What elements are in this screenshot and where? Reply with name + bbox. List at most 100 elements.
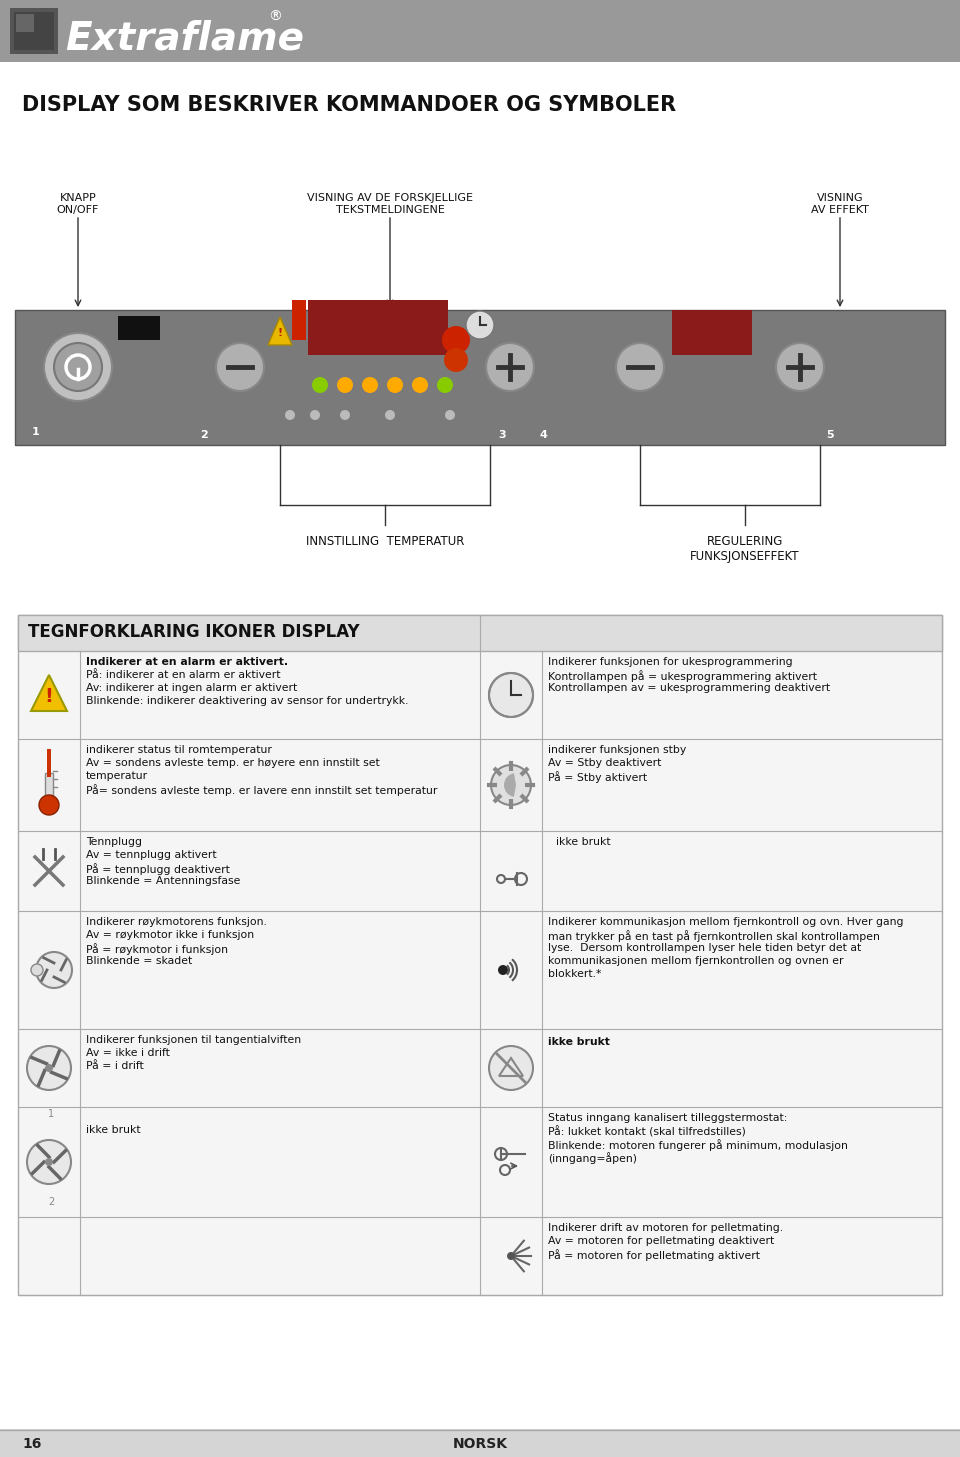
Text: blokkert.*: blokkert.* [548,969,601,979]
Text: På = motoren for pelletmating aktivert: På = motoren for pelletmating aktivert [548,1249,760,1260]
Text: Av = røykmotor ikke i funksjon: Av = røykmotor ikke i funksjon [86,930,254,940]
Bar [45,774,53,803]
Bar [118,316,160,339]
Circle shape [45,1158,53,1166]
Circle shape [310,409,320,420]
Text: TEGNFORKLARING IKONER DISPLAY: TEGNFORKLARING IKONER DISPLAY [28,624,360,641]
Text: Status inngang kanalisert tilleggstermostat:: Status inngang kanalisert tilleggstermos… [548,1113,787,1123]
Circle shape [445,409,455,420]
Text: Indikerer kommunikasjon mellom fjernkontroll og ovn. Hver gang: Indikerer kommunikasjon mellom fjernkont… [548,916,903,927]
Text: ikke brukt: ikke brukt [548,1037,610,1048]
Text: På: indikerer at en alarm er aktivert: På: indikerer at en alarm er aktivert [86,670,280,680]
Circle shape [54,342,102,390]
Text: Kontrollampen av = ukesprogrammering deaktivert: Kontrollampen av = ukesprogrammering dea… [548,683,830,694]
Circle shape [340,409,350,420]
Text: Av = ikke i drift: Av = ikke i drift [86,1048,170,1058]
Circle shape [466,310,494,339]
Circle shape [362,377,378,393]
Circle shape [45,1064,53,1072]
Text: Indikerer funksjonen til tangentialviften: Indikerer funksjonen til tangentialvifte… [86,1034,301,1045]
Bar [15,310,945,444]
Text: Indikerer røykmotorens funksjon.: Indikerer røykmotorens funksjon. [86,916,267,927]
Circle shape [312,377,328,393]
Text: lyse.  Dersom kontrollampen lyser hele tiden betyr det at: lyse. Dersom kontrollampen lyser hele ti… [548,943,861,953]
Text: !: ! [44,688,54,707]
Bar [292,300,306,339]
Circle shape [27,1046,71,1090]
Text: ikke brukt: ikke brukt [556,836,611,847]
Polygon shape [31,675,67,711]
Text: indikerer funksjonen stby: indikerer funksjonen stby [548,745,686,755]
Circle shape [27,1139,71,1185]
Text: VISNING
AV EFFEKT: VISNING AV EFFEKT [811,194,869,216]
Text: ikke brukt: ikke brukt [86,1125,140,1135]
Text: Av = sondens avleste temp. er høyere enn innstilt set: Av = sondens avleste temp. er høyere enn… [86,758,380,768]
Text: Blinkende: motoren fungerer på minimum, modulasjon: Blinkende: motoren fungerer på minimum, … [548,1139,848,1151]
Circle shape [616,342,664,390]
Circle shape [39,796,59,814]
Circle shape [491,765,531,806]
Bar [0,1429,960,1457]
Circle shape [442,326,470,354]
Text: Indikerer funksjonen for ukesprogrammering: Indikerer funksjonen for ukesprogrammeri… [548,657,793,667]
Text: Av = tennplugg aktivert: Av = tennplugg aktivert [86,849,217,860]
Bar [14,12,54,50]
Wedge shape [504,774,516,797]
Text: På: lukket kontakt (skal tilfredstilles): På: lukket kontakt (skal tilfredstilles) [548,1126,746,1138]
Text: Indikerer drift av motoren for pelletmating.: Indikerer drift av motoren for pelletmat… [548,1222,783,1233]
Bar [308,300,448,356]
Text: På = Stby aktivert: På = Stby aktivert [548,771,647,782]
Text: 1: 1 [48,1109,54,1119]
Text: Av = motoren for pelletmating deaktivert: Av = motoren for pelletmating deaktivert [548,1236,775,1246]
Circle shape [31,965,43,976]
Bar [18,615,942,1295]
Text: Blinkende = skadet: Blinkende = skadet [86,956,192,966]
Text: indikerer status til romtemperatur: indikerer status til romtemperatur [86,745,272,755]
Text: !: ! [277,328,282,338]
Text: På = i drift: På = i drift [86,1061,144,1071]
Text: 4: 4 [540,430,548,440]
Circle shape [387,377,403,393]
Circle shape [216,342,264,390]
Text: 16: 16 [22,1437,41,1451]
Circle shape [489,673,533,717]
Text: På = røykmotor i funksjon: På = røykmotor i funksjon [86,943,228,954]
Text: Kontrollampen på = ukesprogrammering aktivert: Kontrollampen på = ukesprogrammering akt… [548,670,817,682]
Text: 5: 5 [826,430,833,440]
Circle shape [444,348,468,372]
Text: Blinkende: indikerer deaktivering av sensor for undertrykk.: Blinkende: indikerer deaktivering av sen… [86,696,409,707]
Text: Av = Stby deaktivert: Av = Stby deaktivert [548,758,661,768]
Circle shape [489,1046,533,1090]
Circle shape [36,951,72,988]
Text: DISPLAY SOM BESKRIVER KOMMANDOER OG SYMBOLER: DISPLAY SOM BESKRIVER KOMMANDOER OG SYMB… [22,95,676,115]
Polygon shape [268,318,292,345]
Text: INNSTILLING  TEMPERATUR: INNSTILLING TEMPERATUR [306,535,465,548]
Text: På= sondens avleste temp. er lavere enn innstilt set temperatur: På= sondens avleste temp. er lavere enn … [86,784,438,796]
Text: På = tennplugg deaktivert: På = tennplugg deaktivert [86,863,229,874]
Text: kommunikasjonen mellom fjernkontrollen og ovnen er: kommunikasjonen mellom fjernkontrollen o… [548,956,844,966]
Circle shape [497,771,525,798]
Circle shape [285,409,295,420]
Bar [10,7,58,54]
Text: ®: ® [268,10,282,23]
Text: (inngang=åpen): (inngang=åpen) [548,1152,637,1164]
Text: temperatur: temperatur [86,771,148,781]
Text: KNAPP
ON/OFF: KNAPP ON/OFF [57,194,99,216]
Circle shape [385,409,395,420]
Bar [47,749,51,777]
Circle shape [507,1252,515,1260]
Text: VISNING AV DE FORSKJELLIGE
TEKSTMELDINGENE: VISNING AV DE FORSKJELLIGE TEKSTMELDINGE… [307,194,473,216]
Text: Indikerer at en alarm er aktivert.: Indikerer at en alarm er aktivert. [86,657,288,667]
Text: REGULERING
FUNKSJONSEFFEKT: REGULERING FUNKSJONSEFFEKT [690,535,800,562]
Text: Av: indikerer at ingen alarm er aktivert: Av: indikerer at ingen alarm er aktivert [86,683,298,694]
Text: Blinkende = Antenningsfase: Blinkende = Antenningsfase [86,876,240,886]
Bar [16,15,34,32]
Bar [18,615,942,651]
Circle shape [412,377,428,393]
Text: 2: 2 [200,430,207,440]
Text: 3: 3 [498,430,506,440]
Text: Extraflame: Extraflame [65,19,304,57]
Bar [672,310,752,356]
Circle shape [337,377,353,393]
Circle shape [776,342,824,390]
